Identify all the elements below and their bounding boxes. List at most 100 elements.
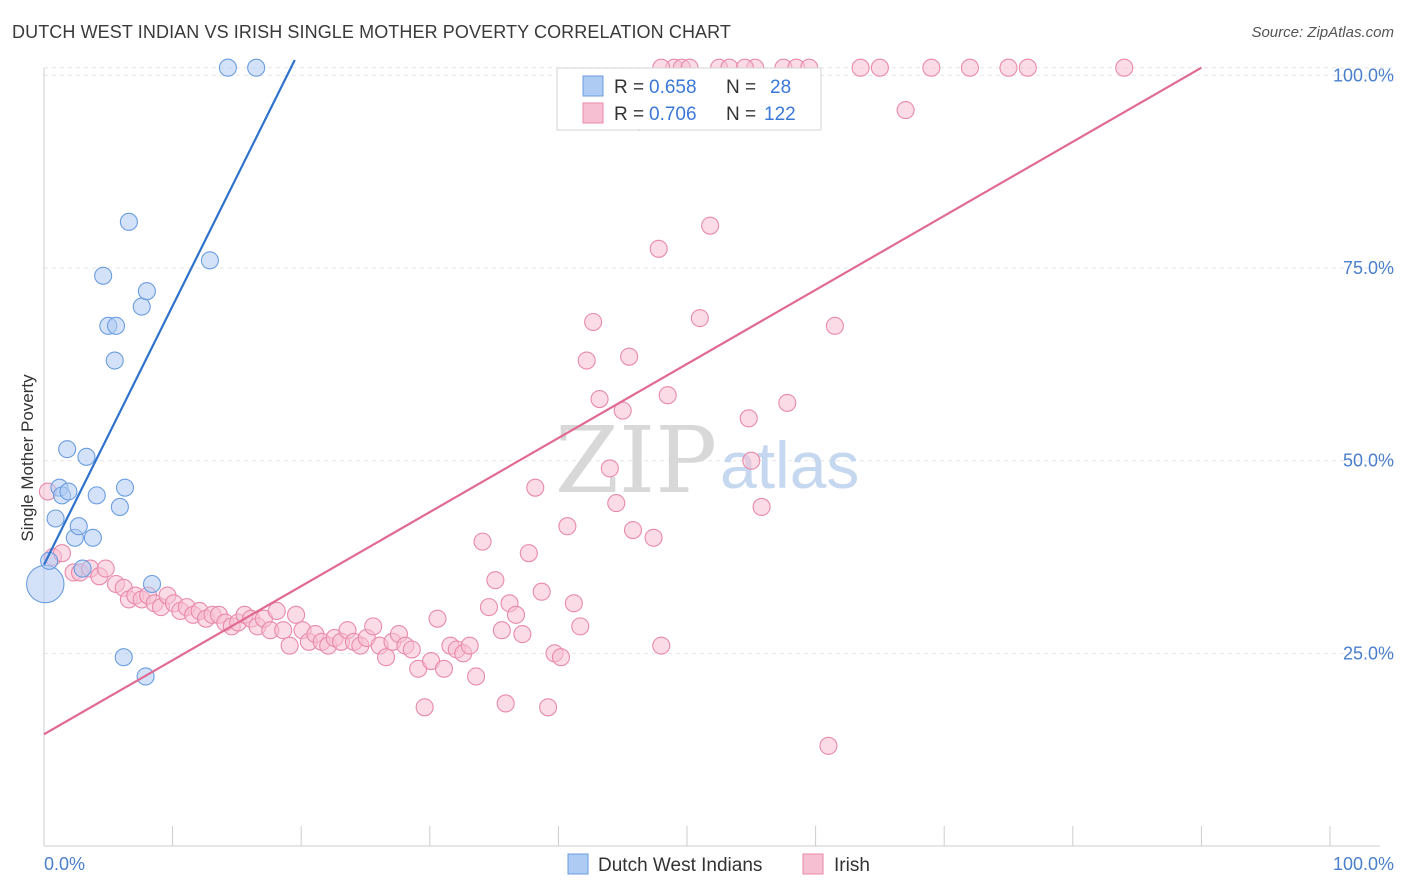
irish-point-83 bbox=[584, 312, 603, 332]
dutch-west-indians-point-12 bbox=[87, 486, 106, 505]
trend-lines bbox=[43, 59, 1202, 736]
irish-point-85 bbox=[600, 459, 619, 478]
irish-point-115 bbox=[960, 58, 979, 77]
irish-point-67 bbox=[486, 571, 505, 590]
dutch-west-indians-point-16 bbox=[105, 351, 124, 370]
irish-point-82 bbox=[577, 351, 596, 370]
irish-point-101 bbox=[739, 409, 758, 428]
legend-swatch-blue bbox=[582, 75, 604, 97]
irish-point-117 bbox=[1018, 58, 1037, 77]
dutch-west-indians-point-9 bbox=[73, 559, 92, 578]
source-credit: Source: ZipAtlas.com bbox=[1251, 24, 1394, 41]
irish-point-111 bbox=[851, 58, 870, 77]
irish-point-65 bbox=[473, 532, 492, 551]
legend-swatch-pink bbox=[582, 102, 604, 124]
irish-point-88 bbox=[620, 347, 639, 366]
irish-point-34 bbox=[274, 621, 293, 640]
dutch-west-indians-point-20 bbox=[119, 212, 138, 231]
dutch-west-indians-point-19 bbox=[115, 478, 135, 497]
irish-point-98 bbox=[701, 216, 720, 235]
irish-point-71 bbox=[506, 605, 526, 624]
y-tick-label-3: 100.0% bbox=[1333, 65, 1394, 85]
stats-legend: R = 0.658 N = 28 R = 0.706 N = 122 bbox=[556, 67, 822, 131]
dutch-west-indians-point-8 bbox=[69, 517, 88, 536]
x-tick-marks bbox=[43, 826, 1331, 846]
irish-point-36 bbox=[287, 605, 306, 624]
irish-point-84 bbox=[590, 390, 609, 409]
irish-point-104 bbox=[752, 497, 771, 516]
irish-point-54 bbox=[402, 640, 421, 659]
irish-point-118 bbox=[1115, 58, 1134, 77]
irish-point-97 bbox=[690, 309, 709, 328]
dutch-west-indians-point-6 bbox=[59, 482, 78, 501]
irish-point-73 bbox=[519, 544, 538, 563]
irish-point-33 bbox=[267, 601, 286, 621]
irish-point-114 bbox=[922, 58, 941, 77]
irish-point-91 bbox=[644, 528, 663, 547]
irish-point-75 bbox=[532, 582, 551, 601]
irish-point-121 bbox=[649, 239, 668, 258]
dutch-west-indians-point-24 bbox=[142, 574, 162, 594]
legend-r-label-2: R = bbox=[614, 104, 644, 125]
irish-point-50 bbox=[377, 648, 396, 667]
series-legend: Dutch West Indians Irish bbox=[567, 853, 870, 876]
irish-point-92 bbox=[652, 636, 671, 655]
irish-point-86 bbox=[607, 494, 626, 513]
dutch-west-indians-point-2 bbox=[46, 509, 65, 528]
dutch-west-indians-point-21 bbox=[132, 297, 151, 316]
irish-point-7 bbox=[96, 559, 115, 578]
irish-point-68 bbox=[492, 621, 511, 640]
watermark-atlas: atlas bbox=[720, 428, 859, 502]
irish-point-63 bbox=[460, 636, 479, 655]
dutch-west-indians-point-0 bbox=[26, 564, 65, 604]
irish-point-93 bbox=[658, 386, 677, 405]
irish-point-80 bbox=[564, 594, 583, 613]
irish-point-109 bbox=[819, 736, 838, 755]
dutch-west-indians-point-10 bbox=[77, 447, 96, 466]
legend-r-value-2: 0.706 bbox=[649, 104, 697, 125]
irish-point-76 bbox=[539, 698, 558, 717]
y-tick-label-2: 75.0% bbox=[1343, 258, 1394, 278]
irish-point-74 bbox=[526, 478, 545, 497]
irish-point-81 bbox=[571, 617, 590, 636]
y-tick-label-0: 25.0% bbox=[1343, 643, 1394, 663]
irish-point-35 bbox=[280, 636, 299, 655]
y-tick-label-1: 50.0% bbox=[1343, 451, 1394, 471]
irish-point-69 bbox=[496, 694, 515, 713]
dutch-west-indians-point-18 bbox=[114, 648, 133, 667]
irish-point-106 bbox=[778, 393, 797, 412]
legend-r-label-1: R = bbox=[614, 77, 644, 98]
irish-trend-line bbox=[43, 66, 1202, 736]
bottom-legend-swatch-blue bbox=[567, 853, 589, 875]
legend-n-label-2: N = bbox=[726, 104, 756, 125]
dutch-west-indians-point-25 bbox=[200, 251, 219, 270]
irish-point-48 bbox=[364, 617, 383, 636]
y-tick-labels: 25.0% 50.0% 75.0% 100.0% bbox=[1333, 65, 1394, 663]
dutch-west-indians-point-11 bbox=[83, 528, 102, 547]
irish-point-79 bbox=[558, 517, 577, 536]
dutch-west-indians-point-17 bbox=[110, 497, 129, 516]
legend-n-value-1: 28 bbox=[770, 77, 791, 98]
x-tick-label-max: 100.0% bbox=[1333, 854, 1394, 874]
legend-n-value-2: 122 bbox=[764, 104, 796, 125]
legend-n-label-1: N = bbox=[726, 77, 756, 98]
dutch-west-indians-point-15 bbox=[106, 316, 126, 335]
irish-point-113 bbox=[896, 101, 915, 120]
irish-point-58 bbox=[428, 609, 447, 628]
bottom-legend-label-1: Dutch West Indians bbox=[598, 855, 762, 876]
dutch-west-indians-trend-line bbox=[43, 59, 296, 566]
dutch-west-indians-point-13 bbox=[94, 266, 113, 285]
chart-title: DUTCH WEST INDIAN VS IRISH SINGLE MOTHER… bbox=[12, 22, 732, 42]
axes bbox=[43, 68, 1380, 847]
dutch-west-indians-point-27 bbox=[247, 58, 266, 77]
irish-point-66 bbox=[479, 598, 499, 617]
irish-point-64 bbox=[467, 667, 486, 686]
irish-point-116 bbox=[999, 58, 1018, 77]
irish-point-89 bbox=[623, 521, 643, 540]
dutch-west-indians-point-26 bbox=[218, 58, 237, 77]
dutch-west-indians-point-23 bbox=[137, 282, 156, 301]
irish-point-102 bbox=[742, 451, 761, 470]
watermark-zip: ZIP bbox=[555, 407, 717, 514]
bottom-legend-label-2: Irish bbox=[834, 855, 870, 876]
